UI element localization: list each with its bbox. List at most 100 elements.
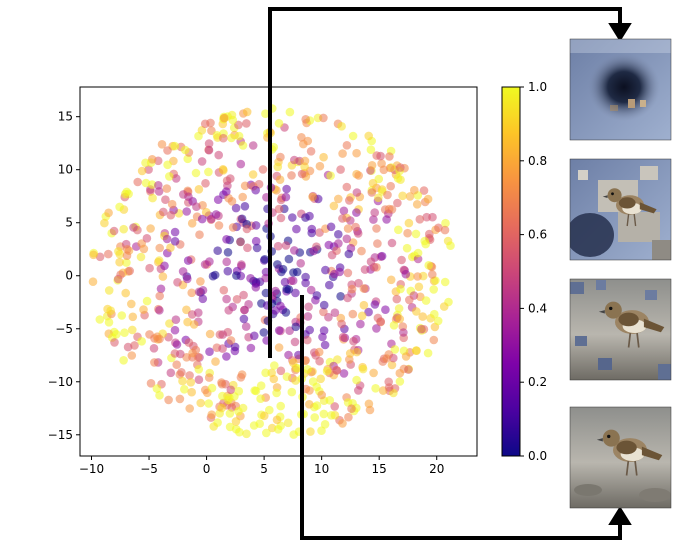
scatter-point — [155, 391, 164, 400]
scatter-point — [208, 271, 218, 281]
scatter-point — [231, 203, 241, 213]
scatter-point — [121, 288, 130, 298]
scatter-point — [274, 119, 284, 128]
scatter-point — [205, 329, 215, 339]
scatter-point — [377, 251, 387, 261]
scatter-point — [370, 300, 380, 309]
scatter-point — [320, 420, 330, 429]
scatter-point — [224, 306, 233, 315]
scatter-point — [327, 250, 337, 260]
scatter-point — [396, 175, 405, 184]
scatter-point — [338, 332, 348, 342]
scatter-point — [158, 272, 168, 281]
scatter-point — [219, 285, 229, 295]
scatter-point — [204, 145, 214, 155]
scatter-point — [159, 207, 168, 217]
scatter-point — [274, 204, 284, 214]
scatter-point — [322, 366, 332, 376]
scatter-point — [389, 321, 399, 330]
scatter-point — [423, 348, 433, 358]
scatter-point — [352, 347, 362, 357]
scatter-point — [136, 252, 146, 262]
scatter-point — [104, 286, 114, 295]
masked-bird-panel-2 — [569, 158, 672, 261]
scatter-point — [187, 387, 196, 397]
scatter-point — [386, 181, 396, 191]
scatter-point — [243, 243, 252, 253]
scatter-point — [339, 369, 349, 378]
scatter-point — [372, 224, 381, 233]
scatter-point — [162, 234, 172, 244]
scatter-point — [137, 166, 147, 176]
scatter-point — [154, 181, 163, 190]
scatter-point — [352, 188, 362, 197]
scatter-point — [163, 146, 172, 155]
scatter-point — [344, 249, 354, 259]
scatter-point — [290, 337, 300, 347]
scatter-point — [303, 312, 313, 321]
scatter-point — [115, 257, 124, 267]
scatter-point — [214, 221, 224, 230]
scatter-point — [382, 215, 391, 224]
scatter-point — [106, 306, 115, 316]
scatter-point — [256, 381, 266, 391]
scatter-point — [273, 425, 283, 434]
scatter-point — [261, 109, 270, 118]
scatter-point — [133, 177, 142, 187]
scatter-point — [176, 349, 185, 359]
scatter-point — [150, 358, 159, 367]
colorbar-gradient — [502, 87, 520, 456]
colorbar-tick-label: 0.6 — [528, 228, 547, 242]
scatter-point — [292, 267, 302, 277]
scatter-point — [397, 255, 406, 265]
scatter-point — [122, 187, 131, 197]
scatter-point — [329, 201, 339, 211]
image-panels — [569, 38, 672, 509]
scatter-point — [95, 315, 105, 324]
scatter-point — [319, 307, 328, 317]
scatter-point — [334, 239, 343, 248]
scatter-point — [152, 384, 162, 393]
scatter-point — [244, 300, 253, 309]
scatter-points — [88, 104, 455, 439]
scatter-point — [194, 375, 204, 385]
scatter-point — [125, 266, 134, 276]
scatter-point — [310, 413, 320, 422]
scatter-point — [226, 385, 236, 395]
scatter-point — [275, 175, 285, 184]
scatter-point — [338, 149, 347, 158]
scatter-point — [429, 335, 439, 345]
scatter-point — [122, 251, 132, 260]
scatter-point — [230, 342, 240, 352]
scatter-point — [120, 328, 129, 338]
scatter-point — [319, 300, 329, 310]
scatter-point — [165, 319, 174, 328]
scatter-point — [429, 285, 439, 294]
masked-bird-panel-4 — [569, 406, 672, 509]
scatter-point — [337, 122, 346, 131]
scatter-point — [327, 411, 336, 420]
scatter-point — [154, 256, 164, 265]
scatter-point — [252, 243, 262, 253]
scatter-point — [156, 284, 166, 294]
scatter-point — [430, 309, 439, 319]
colorbar: 0.0 0.2 0.4 0.6 0.8 1.0 — [501, 80, 547, 463]
scatter-point — [412, 346, 421, 356]
scatter-point — [297, 133, 306, 142]
scatter-point — [379, 165, 389, 175]
scatter-point — [220, 113, 229, 123]
scatter-point — [146, 379, 156, 388]
colorbar-tick-label: 0.2 — [528, 375, 547, 389]
scatter-point — [223, 248, 233, 257]
scatter-point — [299, 139, 308, 149]
y-tick-label: −10 — [48, 375, 73, 389]
scatter-point — [413, 272, 422, 281]
scatter-point — [248, 141, 258, 150]
scatter-point — [440, 225, 450, 235]
scatter-point — [200, 119, 210, 129]
scatter-point — [412, 307, 421, 316]
scatter-point — [149, 344, 159, 353]
scatter-point — [276, 213, 286, 223]
scatter-point — [238, 141, 248, 150]
scatter-point — [404, 365, 413, 374]
